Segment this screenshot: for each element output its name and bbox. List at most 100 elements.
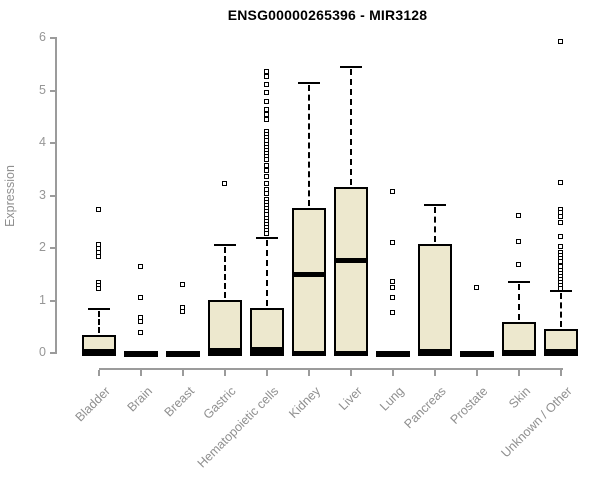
- x-axis-tick: [518, 370, 520, 376]
- outlier-point-hematopoietic-cells: [264, 116, 269, 122]
- x-tick-label-lung: Lung: [377, 384, 407, 414]
- boxplot-median-kidney: [292, 271, 326, 277]
- outlier-point-unknown-other: [558, 213, 563, 219]
- boxplot-min-cap-hematopoietic-cells: [250, 351, 284, 356]
- whisker-cap-bladder: [88, 307, 110, 310]
- whisker-line-liver: [350, 69, 352, 185]
- whisker-line-gastric: [224, 246, 226, 298]
- whisker-line-unknown-other: [560, 293, 562, 327]
- outlier-point-unknown-other: [558, 259, 563, 265]
- boxplot-box-liver: [334, 186, 368, 353]
- outlier-point-brain: [138, 330, 143, 336]
- x-tick-label-breast: Breast: [161, 384, 197, 420]
- x-axis-line: [99, 368, 563, 370]
- outlier-point-hematopoietic-cells: [264, 90, 269, 96]
- outlier-point-hematopoietic-cells: [264, 82, 269, 88]
- whisker-cap-pancreas: [424, 203, 446, 206]
- outlier-point-hematopoietic-cells: [264, 157, 269, 163]
- x-axis-tick: [224, 370, 226, 376]
- y-axis-tick: [50, 299, 55, 302]
- y-axis-tick: [50, 89, 55, 92]
- whisker-cap-unknown-other: [550, 290, 572, 293]
- y-axis-line: [55, 37, 57, 354]
- x-axis-tick: [350, 370, 352, 376]
- x-tick-label-liver: Liver: [335, 384, 365, 414]
- outlier-point-lung: [390, 310, 395, 316]
- boxplot-median-unknown-other: [544, 349, 578, 355]
- outlier-point-hematopoietic-cells: [264, 180, 269, 186]
- x-axis-tick: [140, 370, 142, 376]
- x-tick-label-gastric: Gastric: [201, 384, 239, 422]
- whisker-line-hematopoietic-cells: [266, 239, 268, 306]
- whisker-line-bladder: [98, 310, 100, 333]
- x-axis-tick: [266, 370, 268, 376]
- x-axis-tick: [434, 370, 436, 376]
- whisker-cap-hematopoietic-cells: [256, 236, 278, 239]
- outlier-point-hematopoietic-cells: [264, 106, 269, 112]
- whisker-cap-kidney: [298, 81, 320, 84]
- boxplot-median-pancreas: [418, 348, 452, 354]
- outlier-point-hematopoietic-cells: [264, 69, 269, 75]
- outlier-point-lung: [390, 239, 395, 245]
- y-axis-tick: [50, 247, 55, 249]
- outlier-point-hematopoietic-cells: [264, 191, 269, 197]
- outlier-point-prostate: [474, 284, 479, 290]
- outlier-point-hematopoietic-cells: [264, 231, 269, 237]
- outlier-point-brain: [138, 294, 143, 300]
- y-axis-title: Expression: [3, 165, 17, 227]
- outlier-point-skin: [516, 212, 521, 218]
- outlier-point-skin: [516, 239, 521, 245]
- boxplot-box-kidney: [292, 208, 326, 353]
- x-tick-label-brain: Brain: [124, 384, 155, 415]
- whisker-cap-liver: [340, 66, 362, 69]
- y-axis-tick: [50, 37, 55, 39]
- outlier-point-unknown-other: [558, 243, 563, 249]
- outlier-point-hematopoietic-cells: [264, 112, 269, 118]
- x-axis-tick: [308, 370, 310, 376]
- whisker-line-pancreas: [434, 206, 436, 242]
- outlier-point-unknown-other: [558, 285, 563, 291]
- outlier-point-unknown-other: [558, 233, 563, 239]
- outlier-point-hematopoietic-cells: [264, 174, 269, 180]
- y-tick-label-2: 2: [39, 240, 46, 254]
- whisker-line-kidney: [308, 84, 310, 207]
- outlier-point-breast: [180, 281, 185, 287]
- outlier-point-lung: [390, 188, 395, 194]
- outlier-point-breast: [180, 308, 185, 314]
- outlier-point-hematopoietic-cells: [264, 74, 269, 80]
- outlier-point-hematopoietic-cells: [264, 98, 269, 104]
- boxplot-flatbox-breast: [166, 351, 200, 357]
- y-axis-tick: [50, 194, 55, 197]
- boxplot-min-cap-kidney: [292, 351, 326, 356]
- y-tick-label-6: 6: [39, 30, 46, 44]
- boxplot-median-liver: [334, 257, 368, 263]
- boxplot-median-gastric: [208, 348, 242, 354]
- x-tick-label-skin: Skin: [505, 384, 533, 412]
- y-tick-label-5: 5: [39, 82, 46, 97]
- y-tick-label-0: 0: [39, 345, 46, 359]
- outlier-point-gastric: [222, 180, 227, 186]
- outlier-point-brain: [138, 318, 143, 324]
- boxplot-median-hematopoietic-cells: [250, 347, 284, 353]
- outlier-point-lung: [390, 294, 395, 300]
- outlier-point-hematopoietic-cells: [264, 163, 269, 169]
- boxplot-flatbox-brain: [124, 351, 158, 357]
- outlier-point-skin: [516, 261, 521, 267]
- outlier-point-bladder: [96, 207, 101, 213]
- boxplot-median-skin: [502, 349, 536, 355]
- chart-title: ENSG00000265396 - MIR3128: [227, 7, 428, 23]
- x-axis-tick: [476, 370, 478, 376]
- x-axis-tick: [182, 370, 184, 376]
- outlier-point-unknown-other: [558, 39, 563, 45]
- outlier-point-lung: [390, 285, 395, 291]
- outlier-point-hematopoietic-cells: [264, 168, 269, 174]
- y-axis-tick: [50, 142, 55, 144]
- boxplot-median-bladder: [82, 349, 116, 355]
- outlier-point-brain: [138, 263, 143, 269]
- x-tick-label-prostate: Prostate: [448, 384, 491, 427]
- x-axis-tick: [98, 370, 100, 376]
- boxplot-box-hematopoietic-cells: [250, 307, 284, 353]
- whisker-line-skin: [518, 284, 520, 320]
- whisker-cap-skin: [508, 281, 530, 284]
